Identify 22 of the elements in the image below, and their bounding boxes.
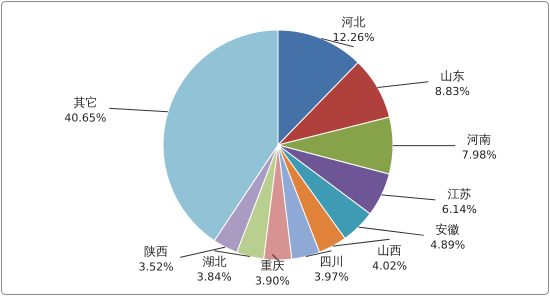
data-label: 3.97% xyxy=(314,270,349,284)
data-label: 12.26% xyxy=(332,30,375,44)
data-label: 3.90% xyxy=(254,274,290,288)
slice-label: 河北 xyxy=(342,14,366,29)
data-label: 3.52% xyxy=(138,260,174,274)
data-label: 4.89% xyxy=(430,238,466,252)
slice-label: 其它 xyxy=(73,95,98,110)
slice-label: 山西 xyxy=(378,243,402,258)
data-label: 4.02% xyxy=(372,259,408,272)
slice-label: 江苏 xyxy=(447,186,472,201)
slice-label: 陕西 xyxy=(144,244,168,258)
data-label: 6.14% xyxy=(442,202,477,216)
slice-label: 重庆 xyxy=(260,258,284,272)
slice-label: 山东 xyxy=(440,68,464,83)
data-label: 3.84% xyxy=(196,270,232,284)
slice-label: 湖北 xyxy=(202,254,226,269)
slice-label: 四川 xyxy=(319,254,344,269)
slice-label: 河南 xyxy=(467,132,492,147)
data-label: 8.83% xyxy=(434,84,470,98)
data-label: 40.65% xyxy=(64,111,106,124)
data-label: 7.98% xyxy=(462,148,497,162)
slice-label: 安徽 xyxy=(436,222,460,236)
